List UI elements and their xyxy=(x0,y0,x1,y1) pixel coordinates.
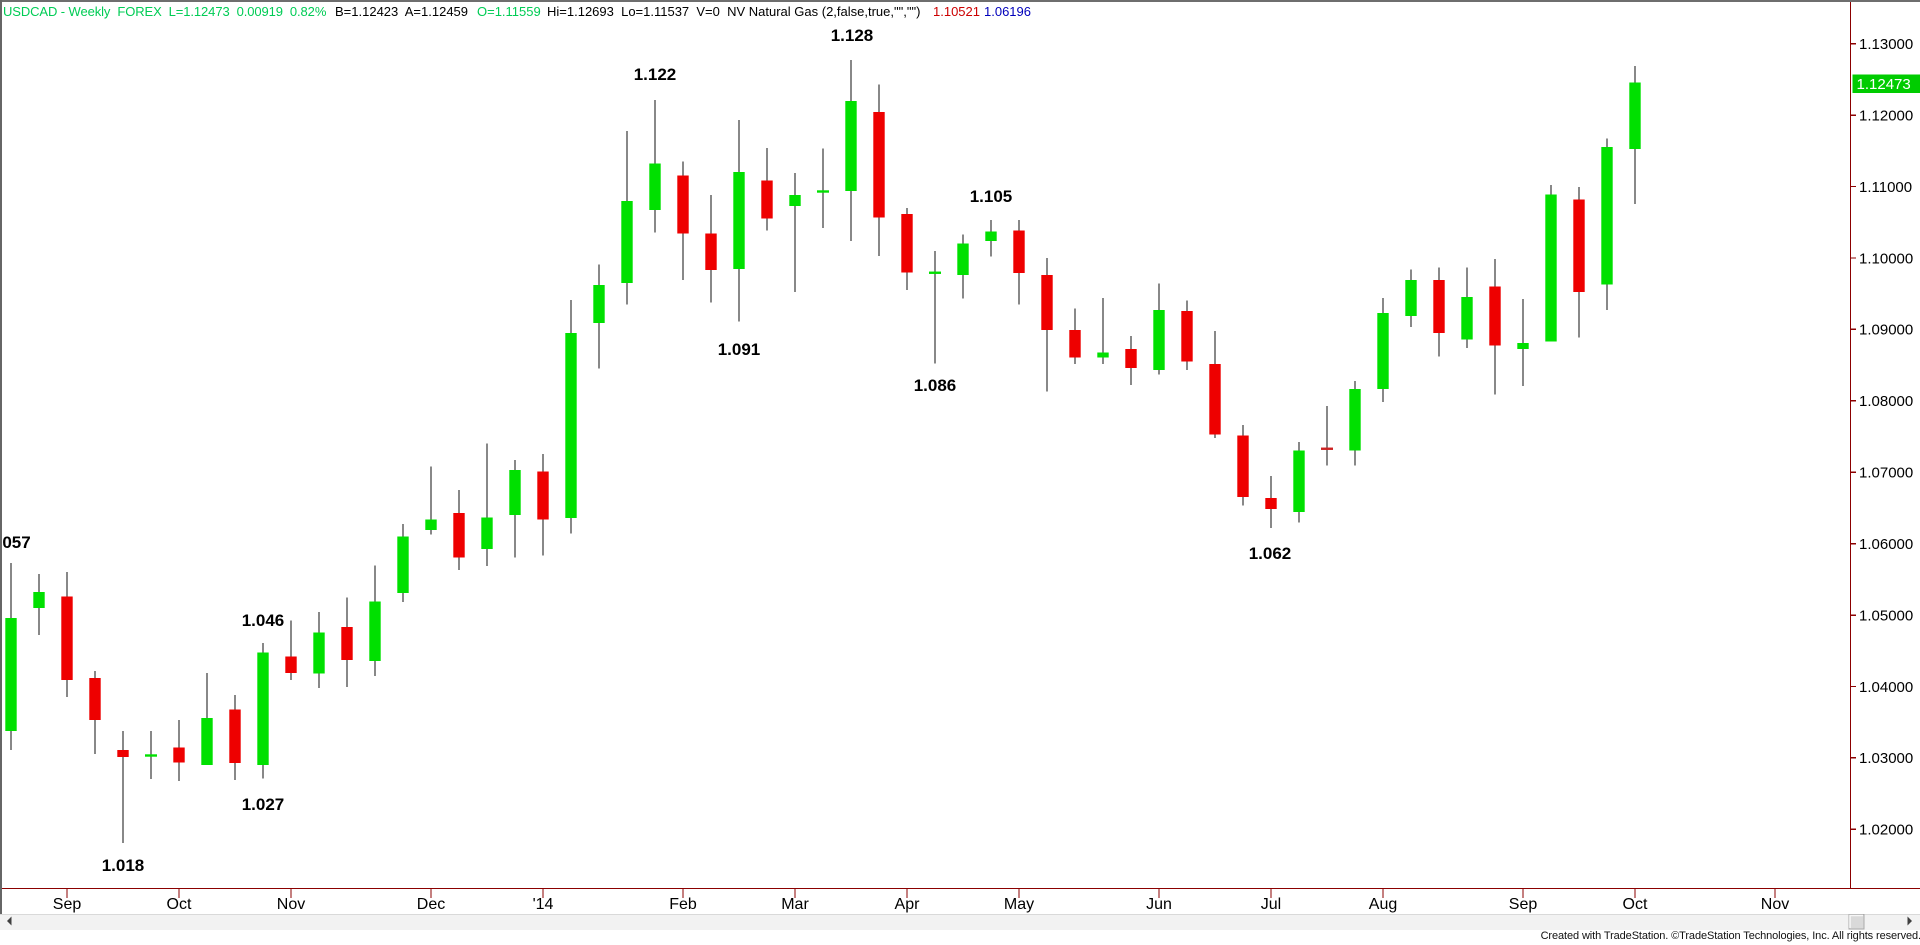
svg-text:Nov: Nov xyxy=(277,896,305,913)
svg-text:1.062: 1.062 xyxy=(1249,544,1292,563)
svg-text:1.12000: 1.12000 xyxy=(1859,107,1913,124)
svg-text:1.105: 1.105 xyxy=(970,187,1013,206)
svg-text:1.08000: 1.08000 xyxy=(1859,393,1913,410)
svg-text:057: 057 xyxy=(2,533,30,552)
svg-text:1.11000: 1.11000 xyxy=(1859,179,1912,196)
svg-text:1.04000: 1.04000 xyxy=(1859,679,1913,696)
svg-text:1.10000: 1.10000 xyxy=(1859,250,1913,267)
svg-text:1.027: 1.027 xyxy=(242,795,285,814)
svg-text:May: May xyxy=(1004,896,1034,913)
svg-text:Oct: Oct xyxy=(1623,896,1648,913)
svg-text:Sep: Sep xyxy=(53,896,82,913)
svg-text:1.13000: 1.13000 xyxy=(1859,36,1913,53)
svg-text:1.06000: 1.06000 xyxy=(1859,536,1913,553)
svg-text:1.02000: 1.02000 xyxy=(1859,822,1913,839)
svg-text:1.128: 1.128 xyxy=(831,26,874,45)
svg-text:1.046: 1.046 xyxy=(242,611,285,630)
svg-text:Jun: Jun xyxy=(1146,896,1172,913)
svg-text:1.07000: 1.07000 xyxy=(1859,465,1913,482)
svg-text:'14: '14 xyxy=(533,896,554,913)
svg-text:Apr: Apr xyxy=(895,896,921,913)
svg-text:Dec: Dec xyxy=(417,896,445,913)
svg-text:1.05000: 1.05000 xyxy=(1859,607,1913,624)
svg-text:Feb: Feb xyxy=(669,896,697,913)
svg-text:Nov: Nov xyxy=(1761,896,1789,913)
svg-text:1.018: 1.018 xyxy=(102,856,145,875)
svg-text:Oct: Oct xyxy=(167,896,192,913)
svg-text:1.09000: 1.09000 xyxy=(1859,322,1913,339)
svg-text:1.12473: 1.12473 xyxy=(1857,76,1911,93)
svg-text:1.086: 1.086 xyxy=(914,376,957,395)
svg-text:1.091: 1.091 xyxy=(718,340,761,359)
svg-text:Aug: Aug xyxy=(1369,896,1397,913)
svg-text:Jul: Jul xyxy=(1261,896,1281,913)
svg-text:1.122: 1.122 xyxy=(634,65,677,84)
svg-text:Mar: Mar xyxy=(781,896,809,913)
svg-text:Sep: Sep xyxy=(1509,896,1538,913)
svg-text:1.03000: 1.03000 xyxy=(1859,750,1913,767)
